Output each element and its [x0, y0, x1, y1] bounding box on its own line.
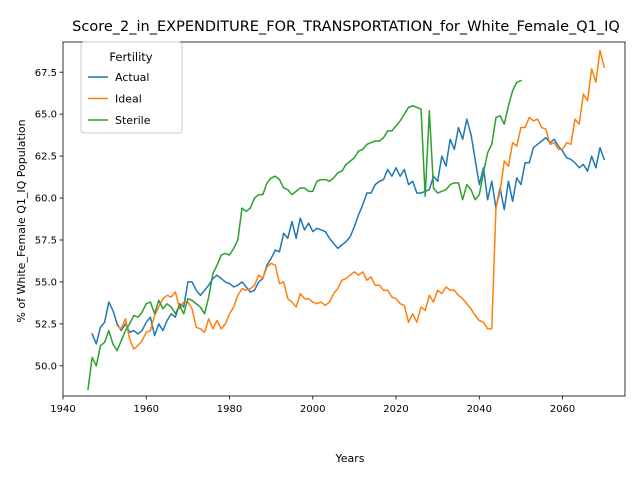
x-tick-label: 1980 [217, 404, 242, 415]
legend-title: Fertility [109, 50, 152, 64]
y-tick-label: 57.5 [35, 236, 57, 247]
y-tick-label: 67.5 [35, 68, 57, 79]
x-tick-label: 2000 [300, 404, 325, 415]
y-tick-label: 50.0 [35, 361, 57, 372]
legend-label-actual: Actual [115, 71, 149, 84]
plot-area: 1940 1960 1980 2000 2020 2040 2060 50.0 52.5 55.0… [35, 41, 626, 415]
y-tick-label: 65.0 [35, 110, 57, 121]
legend-frame [80, 41, 183, 134]
x-tick-label: 2020 [383, 404, 408, 415]
y-axis-label: % of White_Female Q1_IQ Population [15, 119, 28, 322]
y-tick-label: 52.5 [35, 319, 57, 330]
axes-frame [62, 41, 626, 397]
x-axis-label: Years [334, 452, 364, 465]
y-tick-label: 55.0 [35, 278, 57, 289]
chart-title: Score_2_in_EXPENDITURE_FOR_TRANSPORTATIO… [72, 19, 620, 35]
y-tick-label: 60.0 [35, 194, 57, 205]
legend-label-sterile: Sterile [115, 114, 151, 127]
legend-label-ideal: Ideal [115, 93, 142, 106]
x-tick-label: 2040 [467, 404, 492, 415]
series-line-sterile [87, 79, 522, 391]
y-tick-label: 62.5 [35, 152, 57, 163]
x-tick-label: 1960 [134, 404, 159, 415]
series-line-ideal [116, 49, 606, 350]
legend: Fertility Actual Ideal Sterile [80, 41, 183, 134]
x-tick-label: 1940 [50, 404, 75, 415]
x-tick-label: 2060 [550, 404, 575, 415]
